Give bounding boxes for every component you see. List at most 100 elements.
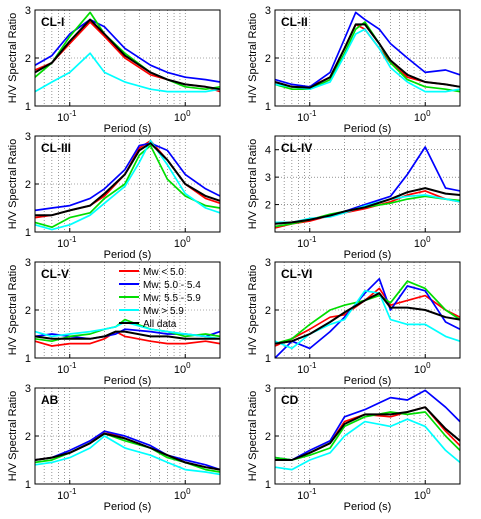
panel-cl-i-ylabel: H/V Spectral Ratio <box>7 13 19 103</box>
panel-cl-ii-xtick-label: 100 <box>414 109 431 124</box>
panel-cl-vi: 1 2 3 10-1 100 Period (s) H/V Spectral Ratio CL… <box>247 257 461 387</box>
panel-cl-iv-title: CL-IV <box>281 141 312 155</box>
panel-cd-ylabel: H/V Spectral Ratio <box>247 391 259 481</box>
panel-cl-ii-series-mw-5-9 <box>274 28 461 93</box>
panel-cl-ii-grid <box>275 10 460 106</box>
panel-cl-iv-grid <box>275 136 460 232</box>
panel-ab-ylabel: H/V Spectral Ratio <box>7 391 19 481</box>
panel-cl-ii-title: CL-II <box>281 15 308 29</box>
panel-cl-iii: 1 2 3 10-1 100 Period (s) H/V Spectral Ratio CL… <box>7 131 221 261</box>
panel-cl-vi-title: CL-VI <box>281 267 312 281</box>
panel-cd-series-mw-5-0-5-4 <box>274 389 461 461</box>
panel-cl-vi-ytick-label: 3 <box>265 257 271 269</box>
panel-cl-i-series-mw-5-5-5-9 <box>34 11 221 91</box>
panel-cl-vi-series-all-data <box>274 292 461 345</box>
panel-cd-series-mw-5-9 <box>274 418 461 471</box>
panel-cl-v-xtick-label: 10-1 <box>57 361 77 376</box>
panel-cl-v-series-all-data <box>34 330 220 340</box>
legend-label-mw-5-0: Mw < 5.0 <box>143 267 184 278</box>
panel-cl-i: 1 2 3 10-1 100 Period (s) H/V Spectral Ratio CL… <box>7 5 221 135</box>
panel-ab-series-mw-5-9 <box>34 435 221 476</box>
panel-cl-ii-ylabel: H/V Spectral Ratio <box>247 13 259 103</box>
panel-cl-i-ytick-label: 3 <box>25 5 31 17</box>
panel-cl-ii-ytick-label: 3 <box>265 5 271 17</box>
panel-cl-iii-ytick-label: 1 <box>25 227 31 239</box>
panel-cd-title: CD <box>281 393 299 407</box>
panel-cl-vi-series-mw-5-0-5-4 <box>274 277 461 359</box>
panel-cd-ytick-label: 1 <box>265 479 271 491</box>
panel-cd: 1 2 3 10-1 100 Period (s) H/V Spectral Ratio CD <box>247 383 461 513</box>
panel-cl-iii-series-mw-5-5-5-9 <box>34 144 221 229</box>
panel-cl-iv-frame <box>274 135 461 233</box>
panel-cl-iv-ytick-label: 2 <box>265 200 271 212</box>
panel-ab-series-mw-5-0-5-4 <box>34 430 221 471</box>
panel-cl-v-title: CL-V <box>41 267 69 281</box>
panel-cl-iv-ytick-label: 3 <box>265 172 271 184</box>
panel-cl-iii-ylabel: H/V Spectral Ratio <box>7 139 19 229</box>
panel-cl-iii-xlabel: Period (s) <box>104 249 152 261</box>
panel-cl-i-series-all-data <box>34 18 221 91</box>
panel-cl-i-ytick-label: 1 <box>25 101 31 113</box>
panel-cl-iii-series-all-data <box>35 142 221 217</box>
panel-ab-ytick-label: 2 <box>25 431 31 443</box>
legend-label-mw-5-9: Mw > 5.9 <box>143 306 184 317</box>
panel-cl-v-xtick-label: 100 <box>174 361 191 376</box>
panel-cd-ytick-label: 2 <box>265 431 271 443</box>
panel-cl-iii-ytick-label: 2 <box>25 179 31 191</box>
panel-cl-v-ytick-label: 1 <box>25 353 31 365</box>
panel-cl-iii-title: CL-III <box>41 141 71 155</box>
panel-cl-vi-xtick-label: 10-1 <box>297 361 317 376</box>
panel-cl-iii-ytick-label: 3 <box>25 131 31 143</box>
panel-cl-i-xtick-label: 100 <box>174 109 191 124</box>
panel-ab-title: AB <box>41 393 59 407</box>
panel-cl-vi-series-mw-5-9 <box>274 289 461 350</box>
panel-cl-vi-series-mw-5-5-5-9 <box>274 280 461 345</box>
panel-cl-ii-ytick-label: 1 <box>265 101 271 113</box>
panel-ab-xtick-label: 10-1 <box>57 487 77 502</box>
panel-cl-v-series-mw-5-0 <box>34 330 221 347</box>
panel-cl-ii-xtick-label: 10-1 <box>297 109 317 124</box>
panel-cl-iii-series-mw-5-0-5-4 <box>34 142 221 212</box>
panel-ab-series-all-data <box>34 432 221 471</box>
panel-cl-ii-series-all-data <box>274 23 461 89</box>
panel-cl-iv-ylabel: H/V Spectral Ratio <box>247 139 259 229</box>
panel-cl-ii: 1 2 3 10-1 100 Period (s) H/V Spectral Ratio CL… <box>247 5 461 135</box>
panel-cl-ii-xlabel: Period (s) <box>344 123 392 135</box>
panel-cl-v-ytick-label: 3 <box>25 257 31 269</box>
panel-cl-iv-xtick-label: 10-1 <box>297 235 317 250</box>
panel-cl-i-grid <box>35 10 220 106</box>
panel-cd-series-all-data <box>275 406 461 461</box>
panel-cl-vi-ytick-label: 1 <box>265 353 271 365</box>
legend-label-all-data: All data <box>143 319 177 330</box>
panel-ab-ytick-label: 1 <box>25 479 31 491</box>
panel-ab-xlabel: Period (s) <box>104 501 152 513</box>
panel-cl-i-title: CL-I <box>41 15 64 29</box>
panel-cl-iv-series-all-data <box>274 187 461 225</box>
panel-ab-ytick-label: 3 <box>25 383 31 395</box>
panel-ab-xtick-label: 100 <box>174 487 191 502</box>
panel-cl-v-ylabel: H/V Spectral Ratio <box>7 265 19 355</box>
panel-cd-xtick-label: 10-1 <box>297 487 317 502</box>
panel-cl-i-series-mw-5-9 <box>34 52 221 93</box>
panel-cl-iv: 2 3 4 10-1 100 Period (s) H/V Spectral Ratio CL… <box>247 135 461 261</box>
panel-ab: 1 2 3 10-1 100 Period (s) H/V Spectral Ratio AB <box>7 383 221 513</box>
panel-cl-vi-xtick-label: 100 <box>414 361 431 376</box>
panel-cl-vi-series-mw-5-0 <box>274 287 461 347</box>
panel-cl-iv-plot-area <box>275 136 460 232</box>
panel-cd-xlabel: Period (s) <box>344 501 392 513</box>
panel-cl-iii-xtick-label: 10-1 <box>57 235 77 250</box>
panel-cl-vi-ytick-label: 2 <box>265 305 271 317</box>
panel-cl-vi-grid <box>275 262 460 358</box>
panel-cl-vi-xlabel: Period (s) <box>344 375 392 387</box>
panel-cl-iv-xtick-label: 100 <box>414 235 431 250</box>
panel-cl-v-xlabel: Period (s) <box>104 375 152 387</box>
panel-cl-iv-ytick-label: 4 <box>265 145 271 157</box>
panel-cl-iv-xlabel: Period (s) <box>344 249 392 261</box>
panel-cl-i-xtick-label: 10-1 <box>57 109 77 124</box>
panel-cl-i-series-mw-5-0-5-4 <box>34 18 221 83</box>
panel-cl-v-ytick-label: 2 <box>25 305 31 317</box>
panel-cl-i-ytick-label: 2 <box>25 53 31 65</box>
panel-cd-ytick-label: 3 <box>265 383 271 395</box>
panel-cl-vi-ylabel: H/V Spectral Ratio <box>247 265 259 355</box>
